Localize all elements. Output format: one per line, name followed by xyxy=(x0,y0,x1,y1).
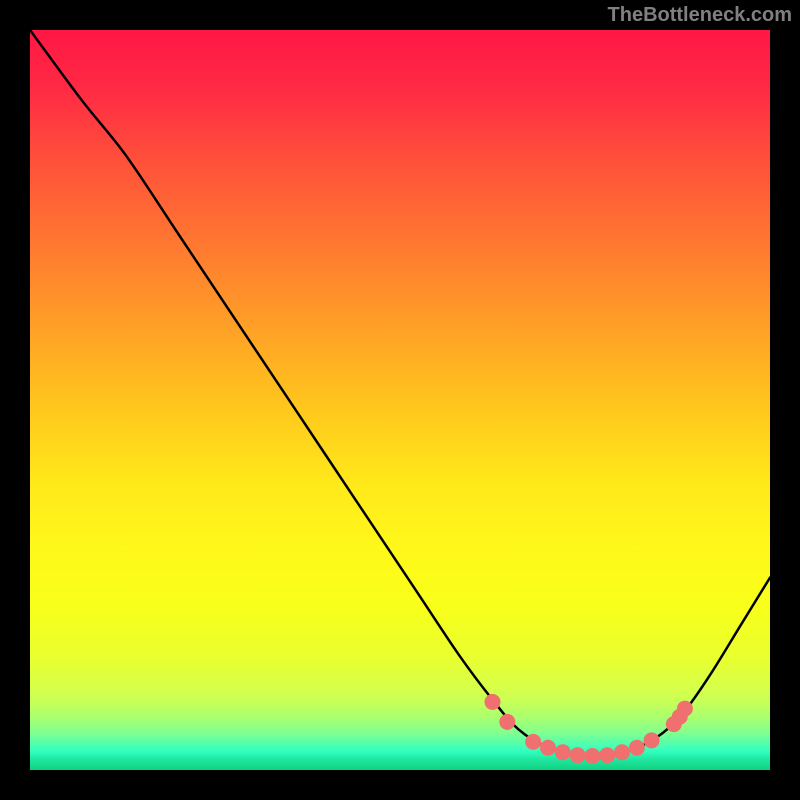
watermark-text: TheBottleneck.com xyxy=(608,4,792,27)
marker-point xyxy=(584,748,600,764)
gradient-background xyxy=(30,30,770,770)
marker-point xyxy=(599,747,615,763)
marker-point xyxy=(540,740,556,756)
marker-point xyxy=(499,714,515,730)
marker-point xyxy=(570,747,586,763)
marker-point xyxy=(644,732,660,748)
marker-point xyxy=(614,744,630,760)
marker-point xyxy=(677,701,693,717)
marker-point xyxy=(485,694,501,710)
chart-svg xyxy=(30,30,770,770)
marker-point xyxy=(555,744,571,760)
chart-container: TheBottleneck.com xyxy=(0,0,800,800)
marker-point xyxy=(525,734,541,750)
marker-point xyxy=(629,740,645,756)
plot-area xyxy=(30,30,770,770)
